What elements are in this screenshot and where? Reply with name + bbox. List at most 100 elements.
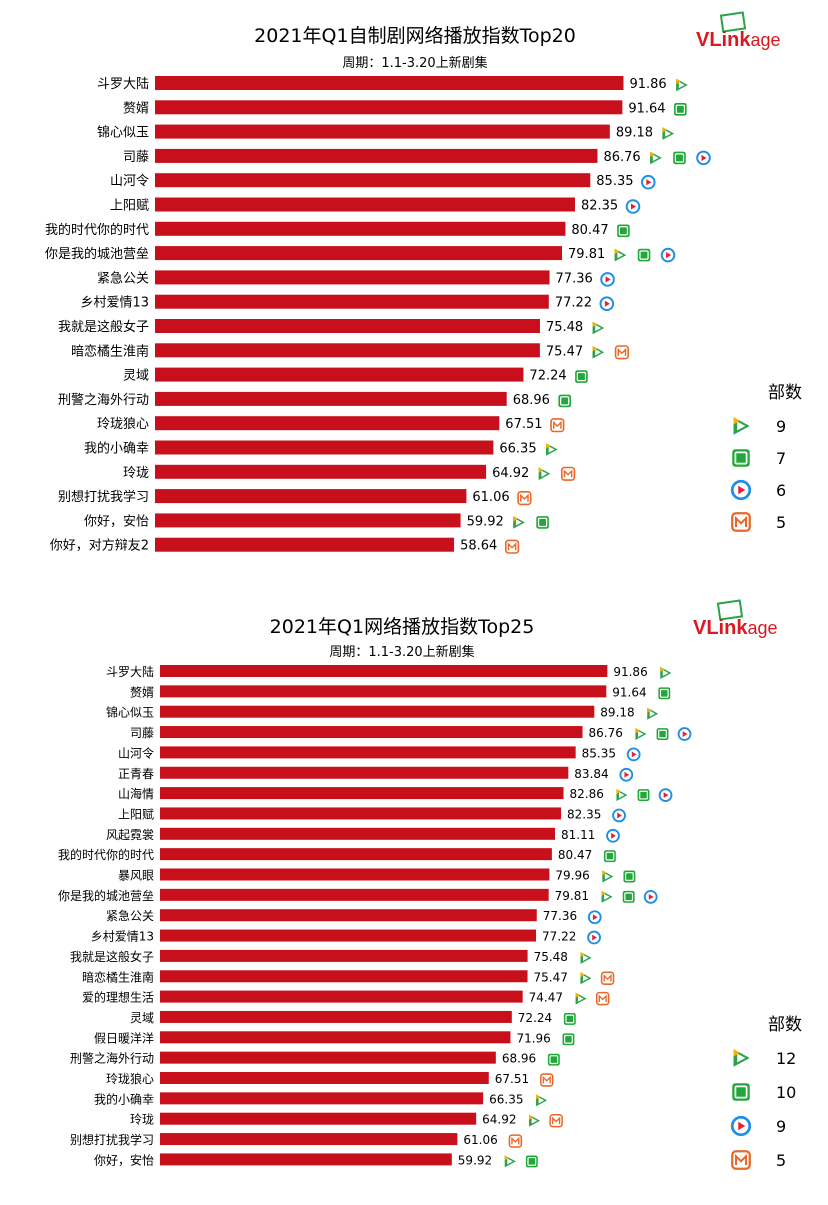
- mgtv-icon: [600, 971, 615, 985]
- category-label: 赘婿: [130, 684, 154, 699]
- bar: [155, 513, 461, 528]
- value-label: 77.22: [542, 930, 576, 944]
- value-label: 72.24: [529, 369, 566, 384]
- youku-icon: [696, 150, 711, 166]
- mgtv-icon: [614, 345, 630, 360]
- value-label: 64.92: [492, 466, 529, 481]
- tencent-video-icon: [616, 789, 628, 802]
- category-label: 山海情: [118, 786, 154, 801]
- value-label: 75.47: [546, 344, 583, 359]
- category-label: 灵域: [130, 1011, 154, 1025]
- legend-count: 5: [776, 513, 786, 532]
- category-label: 山河令: [118, 745, 154, 760]
- tencent-video-icon: [676, 78, 688, 92]
- category-label: 我的小确幸: [94, 1091, 154, 1106]
- bar: [155, 367, 524, 382]
- value-label: 77.36: [556, 271, 593, 286]
- category-label: 我的时代你的时代: [58, 847, 154, 862]
- category-label: 玲珑: [123, 466, 149, 481]
- bar: [160, 848, 552, 861]
- youku-icon: [658, 788, 673, 802]
- bar: [160, 827, 556, 840]
- chart-title: 2021年Q1自制剧网络播放指数Top20: [254, 25, 576, 47]
- mgtv-icon: [560, 466, 576, 481]
- youku-icon: [625, 199, 641, 214]
- bar: [160, 1031, 511, 1044]
- brand-logo: VLinkage: [696, 11, 781, 51]
- mgtv-icon: [508, 1134, 523, 1148]
- bar: [155, 270, 550, 285]
- value-label: 67.51: [505, 417, 542, 432]
- iqiyi-icon: [658, 687, 671, 700]
- tencent-video-icon: [602, 870, 614, 883]
- youku-icon: [660, 247, 676, 263]
- value-label: 86.76: [589, 726, 623, 740]
- mgtv-icon: [550, 418, 565, 433]
- youku-icon: [600, 272, 615, 287]
- chart-top20: 2021年Q1自制剧网络播放指数Top20 周期：1.1-3.20上新剧集 VL…: [45, 11, 802, 554]
- category-label: 别想打扰我学习: [58, 489, 149, 505]
- tencent-video-icon: [650, 151, 662, 165]
- value-label: 61.06: [463, 1133, 497, 1147]
- value-label: 75.48: [546, 320, 583, 335]
- category-label: 紧急公关: [106, 908, 154, 923]
- category-label: 我就是这般女子: [70, 949, 154, 964]
- category-label: 你好，安怡: [84, 514, 149, 529]
- legend-title: 部数: [768, 1015, 802, 1035]
- iqiyi-icon: [575, 370, 588, 383]
- bar: [155, 319, 540, 333]
- legend-entry: 5: [731, 1150, 786, 1170]
- tencent-video-icon: [647, 707, 659, 720]
- youku-icon: [587, 910, 602, 925]
- bar: [160, 746, 576, 759]
- mgtv-icon: [540, 1073, 554, 1087]
- category-label: 爱的理想生活: [82, 990, 154, 1005]
- bar: [160, 1112, 477, 1125]
- iqiyi-icon: [536, 516, 549, 529]
- category-label: 假日暖洋洋: [94, 1030, 154, 1045]
- value-label: 68.96: [513, 393, 550, 408]
- bar: [160, 970, 528, 983]
- value-label: 77.36: [543, 909, 577, 923]
- tencent-video-icon: [733, 417, 750, 435]
- value-label: 81.11: [561, 828, 595, 842]
- legend-entry: 7: [732, 449, 786, 468]
- category-label: 我的小确幸: [84, 441, 149, 457]
- bar: [160, 1153, 452, 1166]
- tencent-video-icon: [614, 248, 627, 262]
- category-label: 司藤: [130, 726, 154, 740]
- legend-count: 7: [776, 449, 786, 468]
- tencent-video-icon: [635, 728, 647, 740]
- value-label: 79.81: [568, 247, 605, 262]
- category-label: 上阳赋: [110, 199, 149, 214]
- value-label: 89.18: [616, 126, 653, 141]
- bar: [160, 787, 564, 800]
- legend-count: 9: [776, 1117, 786, 1136]
- legend-count: 10: [776, 1083, 796, 1102]
- category-label: 玲珑狼心: [106, 1071, 154, 1086]
- category-label: 山河令: [110, 174, 149, 189]
- bar: [155, 197, 575, 212]
- category-label: 我的时代你的时代: [45, 222, 149, 238]
- bar: [160, 726, 583, 739]
- category-label: 风起霓裳: [106, 828, 154, 842]
- chart-top25: 2021年Q1网络播放指数Top25 周期：1.1-3.20上新剧集 VLink…: [58, 599, 802, 1170]
- bar: [160, 990, 523, 1003]
- iqiyi-icon: [637, 789, 650, 802]
- chart-title: 2021年Q1网络播放指数Top25: [270, 616, 535, 638]
- value-label: 83.84: [574, 767, 608, 781]
- chart-subtitle: 周期：1.1-3.20上新剧集: [329, 644, 474, 660]
- tencent-video-icon: [513, 516, 525, 529]
- bar: [155, 124, 610, 139]
- bar: [155, 148, 598, 163]
- youku-icon: [619, 767, 634, 782]
- value-label: 79.81: [555, 889, 589, 903]
- iqiyi-icon: [563, 1013, 576, 1025]
- value-label: 59.92: [467, 514, 504, 529]
- iqiyi-icon: [622, 890, 635, 903]
- bar: [160, 1133, 458, 1146]
- category-label: 锦心似玉: [106, 706, 154, 720]
- legend-entry: 10: [732, 1083, 796, 1102]
- value-label: 89.18: [600, 706, 634, 720]
- bar: [155, 391, 507, 406]
